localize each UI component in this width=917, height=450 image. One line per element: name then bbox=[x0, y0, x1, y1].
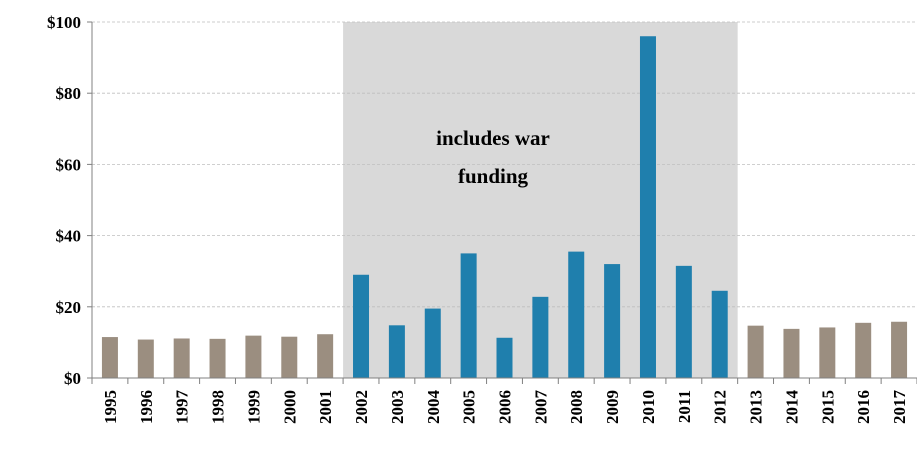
y-tick-label-1: $20 bbox=[56, 298, 82, 317]
x-tick-label-2007: 2007 bbox=[531, 390, 550, 425]
bar-2017 bbox=[891, 321, 908, 378]
bar-2004 bbox=[424, 308, 441, 378]
bar-2006 bbox=[496, 337, 513, 378]
bar-1996 bbox=[137, 339, 154, 378]
x-tick-label-2010: 2010 bbox=[639, 390, 658, 424]
y-tick-label-5: $100 bbox=[47, 13, 81, 32]
bar-2008 bbox=[568, 251, 585, 378]
x-tick-label-2009: 2009 bbox=[603, 390, 622, 424]
bar-1997 bbox=[173, 338, 190, 378]
bar-2003 bbox=[388, 325, 405, 378]
bar-2015 bbox=[819, 327, 836, 378]
bar-2010 bbox=[639, 36, 656, 379]
x-tick-label-2015: 2015 bbox=[818, 390, 837, 424]
x-tick-label-2016: 2016 bbox=[854, 390, 873, 424]
x-tick-label-2000: 2000 bbox=[280, 390, 299, 424]
bar-2011 bbox=[675, 265, 692, 378]
x-tick-label-2013: 2013 bbox=[747, 390, 766, 424]
bar-1998 bbox=[209, 338, 226, 378]
x-tick-label-2011: 2011 bbox=[675, 390, 694, 423]
x-tick-label-2006: 2006 bbox=[496, 390, 515, 424]
bar-2014 bbox=[783, 328, 800, 378]
x-tick-label-1999: 1999 bbox=[244, 390, 263, 424]
x-tick-label-1997: 1997 bbox=[173, 390, 192, 425]
bar-2007 bbox=[532, 296, 549, 378]
bar-2016 bbox=[855, 322, 872, 378]
bar-2013 bbox=[747, 325, 764, 378]
x-tick-label-1998: 1998 bbox=[209, 390, 228, 424]
x-tick-label-1995: 1995 bbox=[101, 390, 120, 424]
x-tick-label-2012: 2012 bbox=[711, 390, 730, 424]
bar-2000 bbox=[281, 336, 298, 378]
bar-1999 bbox=[245, 335, 262, 378]
y-tick-label-2: $40 bbox=[56, 227, 82, 246]
y-tick-label-3: $60 bbox=[56, 155, 82, 174]
x-tick-label-2005: 2005 bbox=[460, 390, 479, 424]
x-tick-label-2017: 2017 bbox=[890, 390, 909, 425]
y-tick-label-4: $80 bbox=[56, 84, 82, 103]
x-tick-label-1996: 1996 bbox=[137, 390, 156, 424]
annotation-line-2: funding bbox=[458, 164, 529, 188]
x-tick-label-2004: 2004 bbox=[424, 390, 443, 425]
bar-1995 bbox=[101, 337, 118, 378]
bar-2001 bbox=[317, 334, 334, 378]
annotation-line-1: includes war bbox=[436, 126, 550, 150]
bar-2012 bbox=[711, 290, 728, 378]
x-tick-label-2014: 2014 bbox=[782, 390, 801, 425]
y-tick-label-0: $0 bbox=[64, 369, 81, 388]
x-tick-label-2003: 2003 bbox=[388, 390, 407, 424]
x-tick-label-2008: 2008 bbox=[567, 390, 586, 424]
bar-2002 bbox=[353, 274, 370, 378]
bar-2009 bbox=[604, 264, 621, 378]
x-tick-label-2002: 2002 bbox=[352, 390, 371, 424]
bar-2005 bbox=[460, 253, 477, 378]
x-tick-label-2001: 2001 bbox=[316, 390, 335, 424]
